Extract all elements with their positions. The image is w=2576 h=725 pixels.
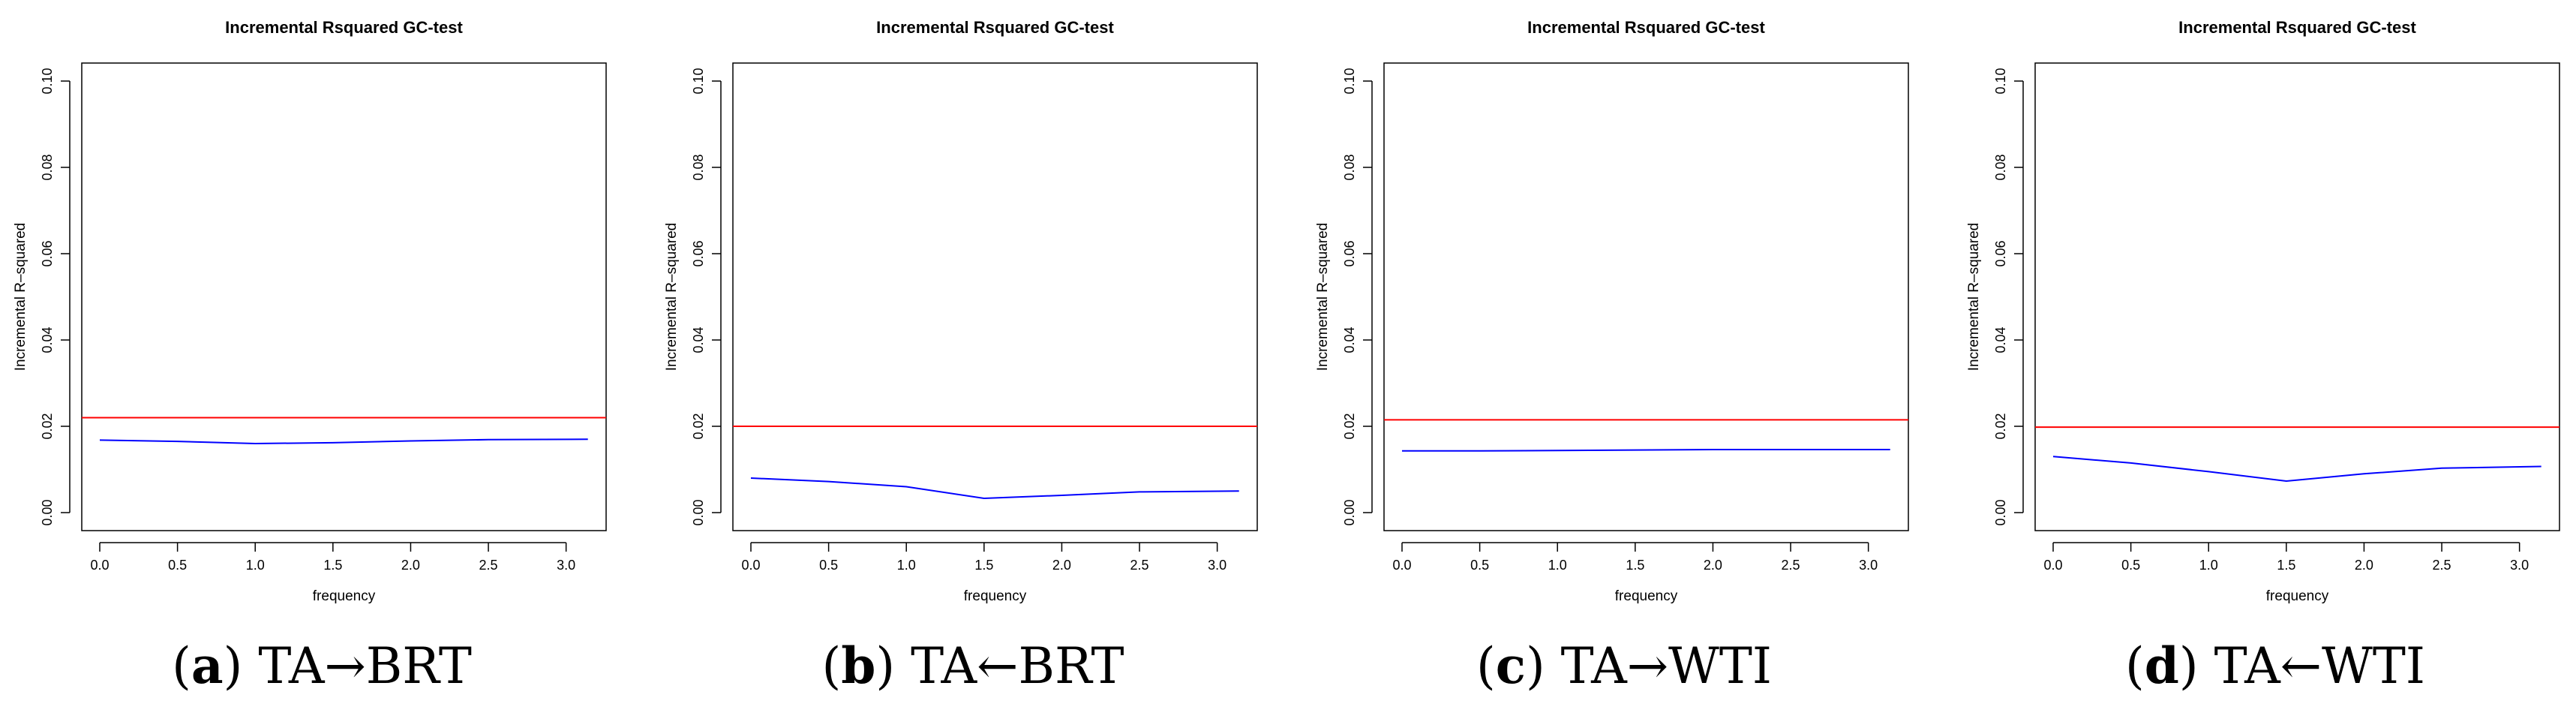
chart-3-x-tick-label: 0.5	[2121, 558, 2140, 573]
chart-2-y-tick-label: 0.10	[1342, 68, 1357, 94]
chart-3-x-tick-label: 2.5	[2433, 558, 2451, 573]
caption-d-close-paren: )	[2178, 637, 2199, 695]
chart-3-y-tick-label: 0.06	[1993, 240, 2008, 266]
chart-3-y-axis-title: Incremental R–squared	[1966, 223, 1982, 372]
chart-1-series-line-0	[750, 477, 1239, 500]
chart-0-y-tick-label: 0.10	[40, 68, 55, 94]
chart-2-y-tick-label: 0.02	[1342, 413, 1357, 439]
chart-2-x-tick-label: 0.0	[1392, 558, 1411, 573]
chart-1-x-tick-label: 1.5	[974, 558, 993, 573]
chart-1-y-axis-title: Incremental R–squared	[664, 223, 680, 372]
caption-c-close-paren: )	[1525, 637, 1545, 695]
chart-0-x-tick-label: 2.0	[401, 558, 420, 573]
caption-a-open-paren: (	[172, 637, 191, 695]
chart-0-y-tick-label: 0.04	[40, 326, 55, 353]
chart-1-x-tick-label: 0.0	[741, 558, 760, 573]
chart-3-x-tick-label: 3.0	[2510, 558, 2529, 573]
chart-3-plot-frame	[2034, 62, 2560, 531]
chart-3-y-tick-label: 0.10	[1993, 68, 2008, 94]
chart-2-y-tick-label: 0.00	[1342, 499, 1357, 525]
chart-0-series-line-0	[99, 438, 588, 445]
chart-0-y-tick-label: 0.08	[40, 154, 55, 180]
caption-b-text: TA←BRT	[911, 637, 1124, 695]
chart-3-x-tick-label: 1.0	[2199, 558, 2218, 573]
chart-0-title: Incremental Rsquared GC-test	[225, 18, 463, 37]
chart-2-x-tick-label: 1.0	[1548, 558, 1567, 573]
caption-d-open-paren: (	[2125, 637, 2145, 695]
caption-b-open-paren: (	[821, 637, 842, 695]
chart-2-x-tick-label: 3.0	[1859, 558, 1878, 573]
chart-2-y-axis-title: Incremental R–squared	[1315, 223, 1331, 372]
caption-c: (c) TA→WTI	[1302, 636, 1946, 695]
chart-1-y-tick-label: 0.08	[691, 154, 706, 180]
caption-b: (b) TA←BRT	[651, 636, 1295, 695]
chart-2-y-tick-label: 0.04	[1342, 326, 1357, 353]
caption-d-letter: d	[2144, 636, 2179, 695]
chart-1-y-tick-label: 0.06	[691, 240, 706, 266]
caption-c-letter: c	[1495, 636, 1526, 695]
chart-0-x-tick-label: 1.0	[246, 558, 265, 573]
caption-a-letter: a	[191, 636, 224, 695]
caption-d-text: TA←WTI	[2214, 637, 2425, 695]
chart-3-x-tick-label: 2.0	[2355, 558, 2373, 573]
chart-2-x-tick-label: 2.5	[1782, 558, 1800, 573]
chart-3-y-tick-label: 0.02	[1993, 413, 2008, 439]
chart-2-y-tick-label: 0.06	[1342, 240, 1357, 266]
caption-a: (a) TA→BRT	[0, 636, 644, 695]
chart-1-title: Incremental Rsquared GC-test	[876, 18, 1114, 37]
chart-0-y-tick-label: 0.06	[40, 240, 55, 266]
chart-1-y-tick-label: 0.10	[691, 68, 706, 94]
chart-3-x-axis-title: frequency	[2266, 588, 2329, 604]
chart-0-y-tick-label: 0.02	[40, 413, 55, 439]
chart-3-y-tick-label: 0.08	[1993, 154, 2008, 180]
chart-3-y-tick-label: 0.00	[1993, 499, 2008, 525]
chart-1-x-tick-label: 2.0	[1052, 558, 1071, 573]
chart-1-y-tick-label: 0.04	[691, 326, 706, 353]
chart-3-title: Incremental Rsquared GC-test	[2178, 18, 2416, 37]
chart-2-y-tick-label: 0.08	[1342, 154, 1357, 180]
caption-c-open-paren: (	[1476, 637, 1496, 695]
caption-a-close-paren: )	[223, 637, 243, 695]
chart-2-plot-frame	[1383, 62, 1909, 531]
chart-3-x-tick-label: 1.5	[2277, 558, 2295, 573]
chart-2-x-axis-title: frequency	[1615, 588, 1678, 604]
chart-1-y-tick-label: 0.00	[691, 499, 706, 525]
chart-2-x-tick-label: 2.0	[1704, 558, 1722, 573]
chart-0-x-tick-label: 1.5	[323, 558, 342, 573]
chart-0-x-tick-label: 0.5	[168, 558, 187, 573]
chart-3-y-tick-label: 0.04	[1993, 326, 2008, 353]
chart-0-x-tick-label: 0.0	[90, 558, 109, 573]
chart-1-x-tick-label: 2.5	[1130, 558, 1149, 573]
chart-2-series-line-0	[1402, 449, 1890, 452]
chart-0-y-axis-title: Incremental R–squared	[13, 223, 29, 372]
chart-0-plot-frame	[81, 62, 607, 531]
chart-2-x-tick-label: 0.5	[1470, 558, 1489, 573]
caption-b-close-paren: )	[875, 637, 896, 695]
chart-1-plot-frame	[732, 62, 1258, 531]
chart-1-x-tick-label: 1.0	[897, 558, 916, 573]
chart-1-y-tick-label: 0.02	[691, 413, 706, 439]
caption-d: (d) TA←WTI	[1953, 636, 2576, 695]
chart-0-x-tick-label: 2.5	[479, 558, 498, 573]
chart-0-x-axis-title: frequency	[313, 588, 376, 604]
chart-2-title: Incremental Rsquared GC-test	[1527, 18, 1765, 37]
chart-0-y-tick-label: 0.00	[40, 499, 55, 525]
chart-3-x-tick-label: 0.0	[2043, 558, 2062, 573]
chart-1-x-tick-label: 3.0	[1208, 558, 1226, 573]
caption-c-text: TA→WTI	[1560, 637, 1772, 695]
chart-1-x-axis-title: frequency	[964, 588, 1027, 604]
chart-2-x-tick-label: 1.5	[1626, 558, 1644, 573]
caption-b-letter: b	[841, 636, 876, 695]
caption-a-text: TA→BRT	[258, 637, 472, 695]
chart-1-x-tick-label: 0.5	[819, 558, 838, 573]
chart-0-x-tick-label: 3.0	[557, 558, 575, 573]
chart-3-series-line-0	[2052, 456, 2541, 483]
